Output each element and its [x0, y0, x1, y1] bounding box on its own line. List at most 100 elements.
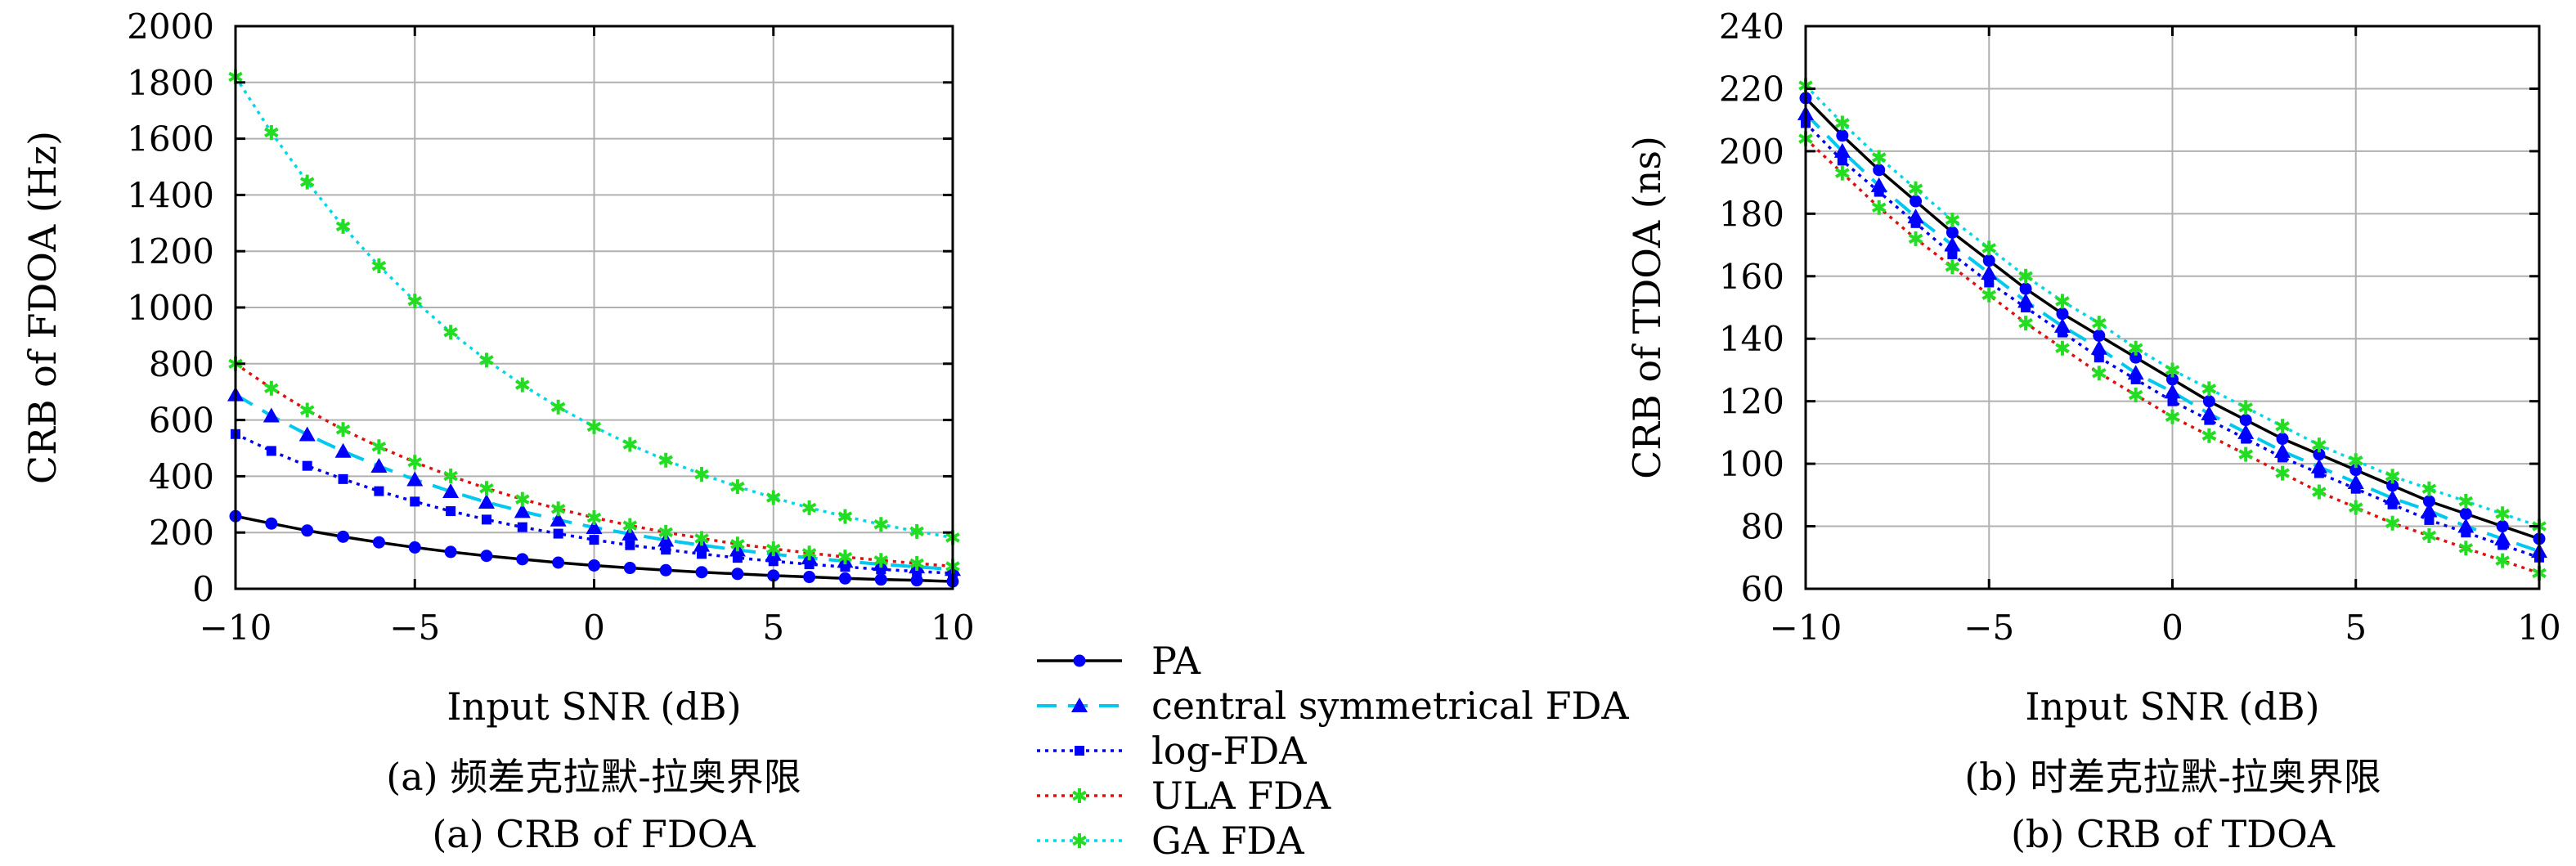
series-line-logfda: [235, 433, 954, 575]
x-tick-label: 10: [931, 608, 974, 648]
data-point-pa: [2202, 395, 2215, 408]
data-point-gafda: [264, 125, 279, 141]
data-point-pa: [480, 550, 493, 563]
data-point-ulafda: [2275, 465, 2290, 481]
x-tick-label: −10: [1770, 608, 1842, 648]
data-point-logfda: [912, 566, 922, 577]
series-logfda: [1801, 118, 2544, 563]
legend-marker: [1072, 788, 1087, 803]
data-point-logfda: [2424, 514, 2435, 525]
data-point-logfda: [517, 522, 527, 532]
y-tick-label: 220: [1719, 69, 1784, 109]
data-point-pa: [372, 536, 385, 549]
data-point-gafda: [2385, 469, 2400, 484]
data-point-pa: [1836, 129, 1849, 142]
data-point-logfda: [625, 540, 635, 550]
data-point-pa: [588, 559, 600, 572]
data-point-logfda: [1984, 277, 1995, 288]
caption-cn: (b) 时差克拉默-拉奥界限: [1964, 755, 2381, 799]
data-point-gafda: [909, 523, 924, 539]
data-point-ulafda: [658, 524, 673, 540]
legend-entry-gafda: GA FDA: [1037, 819, 1304, 863]
data-point-logfda: [481, 514, 491, 525]
data-point-pa: [2496, 520, 2509, 533]
data-point-ulafda: [1871, 200, 1887, 215]
legend-label: central symmetrical FDA: [1151, 684, 1629, 728]
data-point-logfda: [1874, 186, 1884, 197]
y-tick-label: 1600: [127, 119, 214, 159]
caption-en: (a) CRB of FDOA: [432, 812, 756, 856]
data-point-pa: [301, 524, 314, 537]
y-tick-label: 1000: [127, 288, 214, 328]
data-point-csfda: [370, 458, 388, 473]
data-point-csfda: [586, 519, 603, 535]
data-point-gafda: [515, 377, 530, 393]
data-point-logfda: [589, 535, 599, 545]
data-point-ulafda: [730, 536, 745, 552]
data-point-ulafda: [2201, 428, 2217, 443]
series-csfda: [1797, 105, 2547, 559]
data-point-logfda: [1947, 249, 1958, 260]
data-point-csfda: [2164, 384, 2181, 399]
data-point-gafda: [2348, 453, 2363, 469]
data-point-logfda: [2241, 433, 2251, 444]
x-tick-label: −10: [200, 608, 272, 648]
data-point-pa: [874, 573, 887, 586]
data-point-csfda: [1981, 264, 1998, 280]
data-point-ulafda: [765, 541, 781, 557]
data-point-gafda: [1908, 181, 1923, 196]
x-tick-label: 0: [583, 608, 605, 648]
data-point-logfda: [2167, 396, 2178, 406]
data-point-ulafda: [873, 553, 889, 568]
x-tick-label: 0: [2161, 608, 2183, 648]
data-point-logfda: [2350, 483, 2361, 494]
data-point-gafda: [765, 490, 781, 505]
y-tick-label: 80: [1741, 507, 1784, 547]
data-point-ulafda: [837, 550, 853, 565]
data-point-gafda: [2458, 493, 2474, 509]
data-point-gafda: [2421, 481, 2437, 496]
data-point-logfda: [661, 545, 671, 555]
data-point-logfda: [804, 559, 815, 570]
data-point-logfda: [2057, 327, 2067, 338]
y-tick-label: 800: [149, 344, 214, 384]
series-pa: [229, 509, 959, 588]
data-point-logfda: [2094, 352, 2104, 363]
data-point-ulafda: [335, 422, 351, 437]
data-point-csfda: [478, 494, 495, 509]
x-tick-label: 10: [2517, 608, 2560, 648]
data-point-gafda: [407, 294, 423, 309]
data-point-csfda: [514, 503, 531, 518]
x-tick-label: −5: [389, 608, 440, 648]
legend-marker: [1071, 698, 1088, 712]
y-tick-label: 400: [149, 456, 214, 496]
data-point-ulafda: [407, 455, 423, 470]
y-tick-label: 0: [192, 569, 214, 609]
data-point-gafda: [694, 466, 709, 482]
data-point-gafda: [1981, 240, 1997, 256]
y-tick-label: 180: [1719, 194, 1784, 234]
legend-label: log-FDA: [1151, 729, 1307, 773]
y-tick-label: 600: [149, 401, 214, 441]
data-point-pa: [695, 566, 708, 579]
legend-label: ULA FDA: [1151, 774, 1331, 818]
data-point-ulafda: [2092, 366, 2107, 381]
data-point-logfda: [2387, 499, 2398, 509]
x-axis-label: Input SNR (dB): [447, 684, 741, 729]
legend-entry-ulafda: ULA FDA: [1037, 774, 1331, 818]
data-point-logfda: [697, 549, 707, 559]
data-point-ulafda: [1945, 259, 1960, 275]
series-ulafda: [228, 356, 960, 574]
data-point-logfda: [338, 473, 348, 484]
data-point-ulafda: [264, 380, 279, 396]
data-point-ulafda: [299, 402, 315, 418]
legend-entry-pa: PA: [1037, 639, 1201, 683]
data-point-csfda: [2421, 502, 2438, 518]
data-point-pa: [1945, 226, 1959, 239]
series-line-ulafda: [1804, 137, 2540, 575]
data-point-gafda: [730, 479, 745, 495]
legend-entry-csfda: central symmetrical FDA: [1037, 684, 1629, 728]
data-point-ulafda: [2421, 528, 2437, 544]
